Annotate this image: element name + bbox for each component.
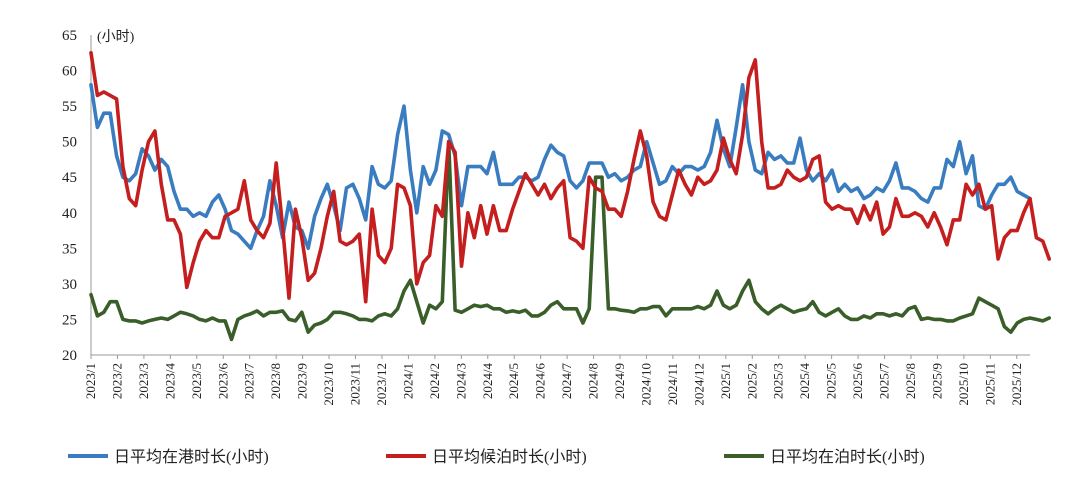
x-tick-label: 2024/9 [612,363,627,399]
x-tick-label: 2024/1 [400,363,415,399]
x-tick-label: 2024/11 [665,363,680,405]
x-tick-labels: 2023/1 2023/2 2023/3 2023/4 2023/5 2023/6 2023… [83,355,1024,406]
y-tick-label: 65 [62,28,77,44]
y-tick-label: 35 [62,241,77,257]
x-tick-label: 2025/10 [956,363,971,406]
legend-label: 日平均候泊时长(小时) [432,448,587,466]
y-tick-label: 20 [62,348,77,364]
x-tick-label: 2023/9 [295,363,310,399]
y-tick-label: 25 [62,312,77,328]
x-tick-label: 2025/7 [877,363,892,400]
y-tick-label: 40 [62,206,77,222]
x-tick-label: 2023/10 [321,363,336,406]
legend-label: 日平均在港时长(小时) [114,448,269,466]
x-tick-label: 2025/8 [903,363,918,399]
x-tick-label: 2024/5 [506,363,521,399]
series-line-1 [89,83,1032,251]
y-tick-label: 45 [62,170,77,186]
x-tick-label: 2024/7 [559,363,574,400]
y-tick-label: 30 [62,277,77,293]
x-tick-label: 2023/6 [215,363,230,400]
x-tick-label: 2023/11 [348,363,363,405]
x-tick-label: 2023/5 [189,363,204,399]
x-tick-label: 2023/2 [109,363,124,399]
x-tick-label: 2023/3 [136,363,151,399]
x-tick-label: 2023/8 [268,363,283,399]
x-tick-label: 2025/2 [744,363,759,399]
y-tick-labels: 20 25 30 35 40 45 50 55 60 65 [62,28,77,364]
x-tick-label: 2025/4 [797,363,812,400]
x-tick-label: 2023/1 [83,363,98,399]
y-tick-label: 50 [62,135,77,151]
x-tick-label: 2025/11 [982,363,997,405]
x-tick-label: 2024/6 [533,363,548,400]
x-tick-label: 2025/12 [1009,363,1024,406]
x-tick-label: 2024/3 [453,363,468,399]
y-tick-label: 60 [62,64,77,80]
x-tick-label: 2023/4 [162,363,177,400]
x-tick-label: 2024/12 [691,363,706,406]
legend-label: 日平均在泊时长(小时) [770,448,925,466]
series-line-2 [89,50,1051,304]
x-tick-label: 2023/7 [242,363,257,400]
x-tick-label: 2024/4 [480,363,495,400]
series-lines [89,50,1051,342]
x-tick-label: 2024/8 [586,363,601,399]
x-tick-label: 2025/9 [929,363,944,399]
x-tick-label: 2025/1 [718,363,733,399]
chart-legend: 日平均在港时长(小时) 日平均候泊时长(小时) 日平均在泊时长(小时) [68,448,925,466]
y-tick-label: 55 [62,99,77,115]
x-tick-label: 2025/5 [824,363,839,399]
x-tick-label: 2024/2 [427,363,442,399]
y-unit-label: (小时) [97,29,135,45]
x-tick-label: 2024/10 [638,363,653,406]
x-tick-label: 2025/6 [850,363,865,400]
x-tick-label: 2025/3 [771,363,786,399]
series-line-3 [89,139,1051,342]
x-tick-label: 2023/12 [374,363,389,406]
